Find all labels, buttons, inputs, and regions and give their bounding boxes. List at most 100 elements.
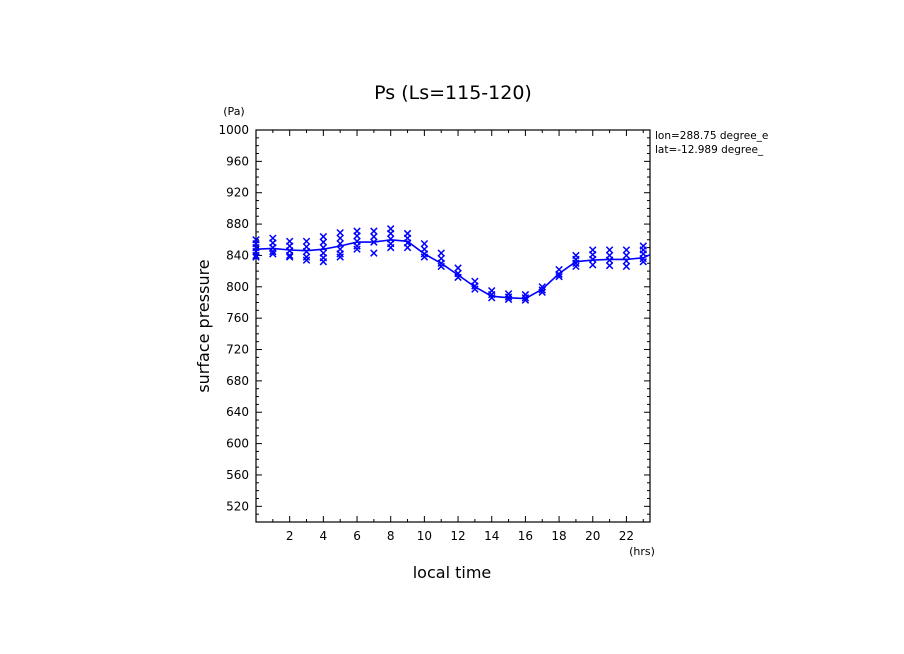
data-point-x-marker	[521, 290, 530, 299]
x-marker-stroke	[269, 247, 277, 256]
x-tick-label: 6	[353, 529, 361, 543]
data-point-x-marker	[555, 270, 563, 278]
data-point-x-marker	[504, 293, 513, 301]
data-point-x-marker	[302, 256, 311, 264]
data-point-x-marker	[370, 238, 378, 246]
data-point-x-marker	[572, 262, 580, 271]
x-marker-stroke	[622, 262, 631, 271]
lat-annotation: lat=-12.989 degree_	[655, 144, 764, 156]
y-tick-label: 920	[226, 186, 249, 200]
data-point-x-marker	[605, 256, 614, 264]
data-point-x-marker	[521, 296, 530, 304]
data-point-x-marker	[605, 261, 614, 270]
x-marker-stroke	[353, 232, 361, 240]
data-point-x-marker	[353, 242, 361, 250]
data-point-x-marker	[336, 239, 344, 248]
y-tick-label: 520	[226, 499, 249, 513]
data-point-x-marker	[336, 253, 344, 261]
x-marker-stroke	[252, 251, 260, 260]
x-marker-stroke	[605, 246, 614, 254]
data-point-x-marker	[319, 232, 328, 241]
data-point-x-marker	[487, 294, 496, 302]
y-tick-label: 800	[226, 280, 249, 294]
data-point-x-marker	[437, 262, 445, 271]
x-marker-stroke	[504, 290, 513, 298]
y-tick-label: 680	[226, 374, 249, 388]
x-marker-stroke	[370, 249, 378, 257]
data-point-x-marker	[437, 249, 445, 257]
data-point-x-marker	[420, 253, 429, 261]
x-marker-stroke	[437, 249, 445, 257]
x-marker-stroke	[336, 250, 344, 258]
x-tick-label: 10	[417, 529, 432, 543]
x-marker-stroke	[622, 246, 631, 254]
x-marker-stroke	[437, 259, 445, 268]
x-marker-stroke	[504, 295, 513, 304]
x-marker-stroke	[471, 285, 479, 293]
x-marker-stroke	[336, 239, 344, 248]
data-point-x-marker	[269, 250, 277, 258]
data-point-x-marker	[639, 257, 647, 266]
data-point-x-marker	[589, 261, 597, 269]
x-marker-stroke	[471, 282, 479, 290]
y-tick-label: 840	[226, 248, 249, 262]
data-point-x-marker	[454, 264, 462, 272]
x-marker-stroke	[302, 247, 311, 256]
x-marker-stroke	[353, 245, 361, 253]
data-point-x-marker	[622, 257, 631, 265]
y-tick-label: 640	[226, 405, 249, 419]
x-marker-stroke	[639, 254, 647, 263]
data-point-x-marker	[639, 254, 647, 263]
x-marker-stroke	[370, 238, 378, 246]
x-unit-label: (hrs)	[629, 545, 655, 558]
x-axis-label: local time	[413, 563, 492, 582]
axes: 520 560 600 640 680 720 760 800 840 880 920 960 1000…	[218, 123, 650, 543]
data-point-x-marker	[319, 238, 328, 246]
data-point-x-marker	[622, 251, 631, 260]
data-point-x-marker	[589, 255, 597, 264]
x-marker-stroke	[269, 250, 277, 258]
data-point-x-marker	[437, 259, 445, 268]
data-point-x-marker	[386, 229, 395, 238]
y-tick-label: 600	[226, 437, 249, 451]
x-marker-stroke	[319, 257, 328, 266]
x-tick-label: 18	[551, 529, 566, 543]
x-marker-stroke	[437, 262, 445, 271]
x-marker-stroke	[336, 253, 344, 261]
chart-title: Ps (Ls=115-120)	[374, 82, 532, 104]
x-marker-stroke	[336, 228, 344, 237]
x-marker-stroke	[403, 243, 412, 252]
data-point-x-marker	[487, 290, 496, 299]
x-marker-stroke	[589, 255, 597, 264]
x-marker-stroke	[336, 234, 344, 242]
y-tick-label: 880	[226, 217, 249, 231]
x-marker-stroke	[252, 253, 260, 261]
data-point-x-marker	[622, 246, 631, 254]
data-point-x-marker	[370, 249, 378, 257]
y-tick-label: 720	[226, 343, 249, 357]
x-marker-stroke	[420, 250, 429, 258]
x-tick-label: 16	[518, 529, 533, 543]
plot-frame	[255, 129, 651, 523]
x-marker-stroke	[370, 227, 378, 235]
data-point-x-marker	[555, 272, 563, 281]
x-marker-stroke	[319, 232, 328, 241]
x-marker-stroke	[538, 283, 546, 291]
x-marker-stroke	[538, 288, 546, 297]
x-marker-stroke	[521, 296, 530, 304]
data-layer	[252, 225, 651, 304]
data-point-x-marker	[420, 250, 429, 258]
x-marker-stroke	[285, 251, 294, 260]
x-marker-stroke	[302, 256, 311, 264]
x-marker-stroke	[454, 264, 462, 272]
y-tick-label: 560	[226, 468, 249, 482]
data-point-x-marker	[605, 246, 614, 254]
data-point-x-marker	[319, 243, 328, 252]
x-marker-stroke	[572, 262, 580, 271]
x-tick-label: 22	[619, 529, 634, 543]
x-marker-stroke	[353, 242, 361, 250]
x-tick-label: 4	[320, 529, 328, 543]
y-axis-label: surface pressure	[194, 259, 213, 392]
data-point-x-marker	[285, 253, 294, 261]
